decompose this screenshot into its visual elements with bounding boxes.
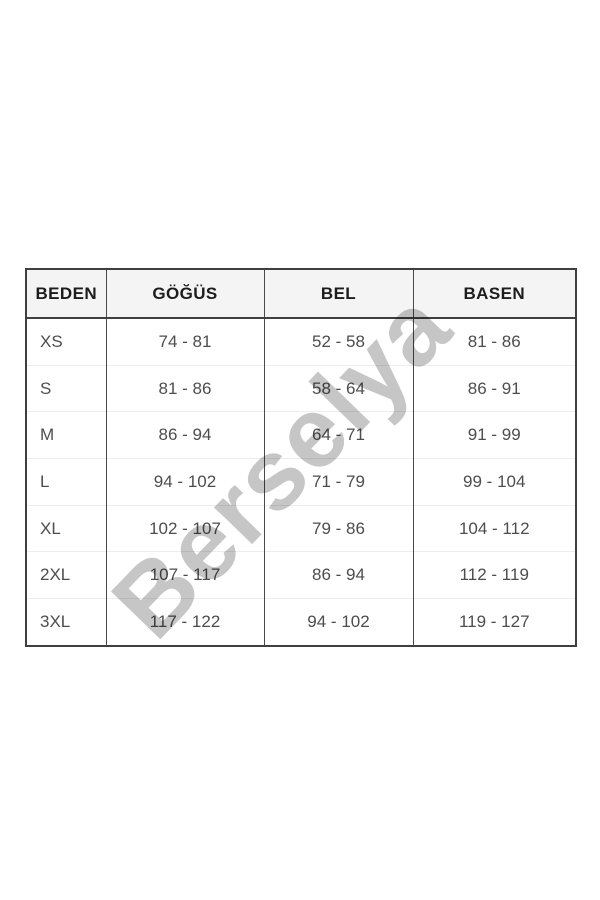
waist-cell: 86 - 94 [263,551,413,599]
table-row: L 94 - 102 71 - 79 99 - 104 [26,458,576,506]
chest-cell: 102 - 107 [105,504,264,552]
size-chart-table: BEDEN GÖĞÜS BEL BASEN XS 74 - 81 52 - 58… [25,268,577,647]
table-row: 3XL 117 - 122 94 - 102 119 - 127 [26,598,576,646]
waist-cell: 58 - 64 [263,364,413,412]
column-header-chest: GÖĞÜS [105,269,264,319]
size-cell: 3XL [26,598,106,646]
column-header-size: BEDEN [26,269,106,319]
hip-cell: 119 - 127 [412,598,576,646]
waist-cell: 52 - 58 [263,318,413,366]
waist-cell: 79 - 86 [263,504,413,552]
table-row: M 86 - 94 64 - 71 91 - 99 [26,411,576,459]
chest-cell: 74 - 81 [105,318,264,366]
table-row: S 81 - 86 58 - 64 86 - 91 [26,364,576,412]
hip-cell: 112 - 119 [412,551,576,599]
table-row: XS 74 - 81 52 - 58 81 - 86 [26,318,576,366]
column-header-waist: BEL [263,269,413,319]
waist-cell: 71 - 79 [263,458,413,506]
size-cell: S [26,364,106,412]
size-cell: XS [40,331,63,351]
header-row: BEDEN GÖĞÜS BEL BASEN [26,269,576,319]
chest-cell: 81 - 86 [105,364,264,412]
size-cell: M [26,411,106,459]
waist-cell: 64 - 71 [263,411,413,459]
size-cell: XL [26,504,106,552]
size-cell: 2XL [26,551,106,599]
size-cell: L [26,458,106,506]
hip-cell: 81 - 86 [412,318,576,366]
table-row: 2XL 107 - 117 86 - 94 112 - 119 [26,551,576,599]
chest-cell: 117 - 122 [105,598,264,646]
hip-cell: 91 - 99 [412,411,576,459]
hip-cell: 104 - 112 [412,504,576,552]
column-header-hip: BASEN [412,269,576,319]
chest-cell: 86 - 94 [105,411,264,459]
hip-cell: 86 - 91 [412,364,576,412]
waist-cell: 94 - 102 [263,598,413,646]
chest-cell: 107 - 117 [105,551,264,599]
table-row: XL 102 - 107 79 - 86 104 - 112 [26,504,576,552]
hip-cell: 99 - 104 [412,458,576,506]
chest-cell: 94 - 102 [105,458,264,506]
